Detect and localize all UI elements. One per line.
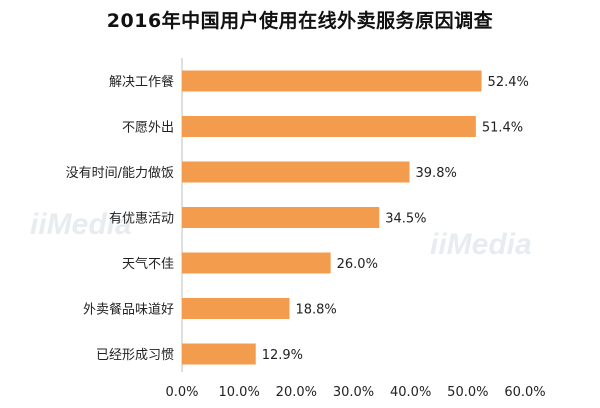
- data-label: 26.0%: [337, 257, 378, 272]
- category-label: 天气不佳: [122, 256, 174, 272]
- category-label: 解决工作餐: [109, 74, 174, 90]
- bar: [182, 343, 256, 365]
- category-label: 已经形成习惯: [96, 347, 174, 363]
- bar: [182, 298, 290, 319]
- data-label: 39.8%: [416, 166, 457, 181]
- chart-title: 2016年中国用户使用在线外卖服务原因调查: [106, 10, 494, 32]
- watermark-text: iiMedia: [430, 228, 532, 261]
- x-tick-label: 50.0%: [447, 385, 488, 400]
- category-label: 外卖餐品味道好: [83, 302, 174, 318]
- bar: [182, 207, 380, 228]
- x-tick-label: 20.0%: [276, 385, 317, 400]
- data-label: 12.9%: [262, 348, 303, 363]
- data-label: 51.4%: [482, 121, 523, 136]
- data-label: 34.5%: [385, 212, 426, 227]
- x-tick-label: 10.0%: [219, 385, 260, 400]
- data-label: 52.4%: [488, 75, 529, 90]
- category-label: 有优惠活动: [109, 212, 174, 227]
- category-label: 没有时间/能力做饭: [66, 166, 174, 181]
- watermark-right: iiMedia: [430, 228, 532, 262]
- x-tick-label: 30.0%: [333, 385, 374, 400]
- data-label: 18.8%: [295, 303, 336, 318]
- watermark-text: iiMedia: [30, 208, 132, 241]
- x-tick-label: 0.0%: [165, 385, 198, 400]
- x-tick-label: 60.0%: [504, 385, 545, 400]
- category-label: 不愿外出: [122, 121, 174, 136]
- bar: [182, 252, 331, 274]
- watermark-left: iiMedia: [30, 208, 132, 242]
- bar: [182, 161, 410, 183]
- bar: [182, 116, 476, 137]
- x-tick-label: 40.0%: [390, 385, 431, 400]
- bar: [182, 70, 482, 92]
